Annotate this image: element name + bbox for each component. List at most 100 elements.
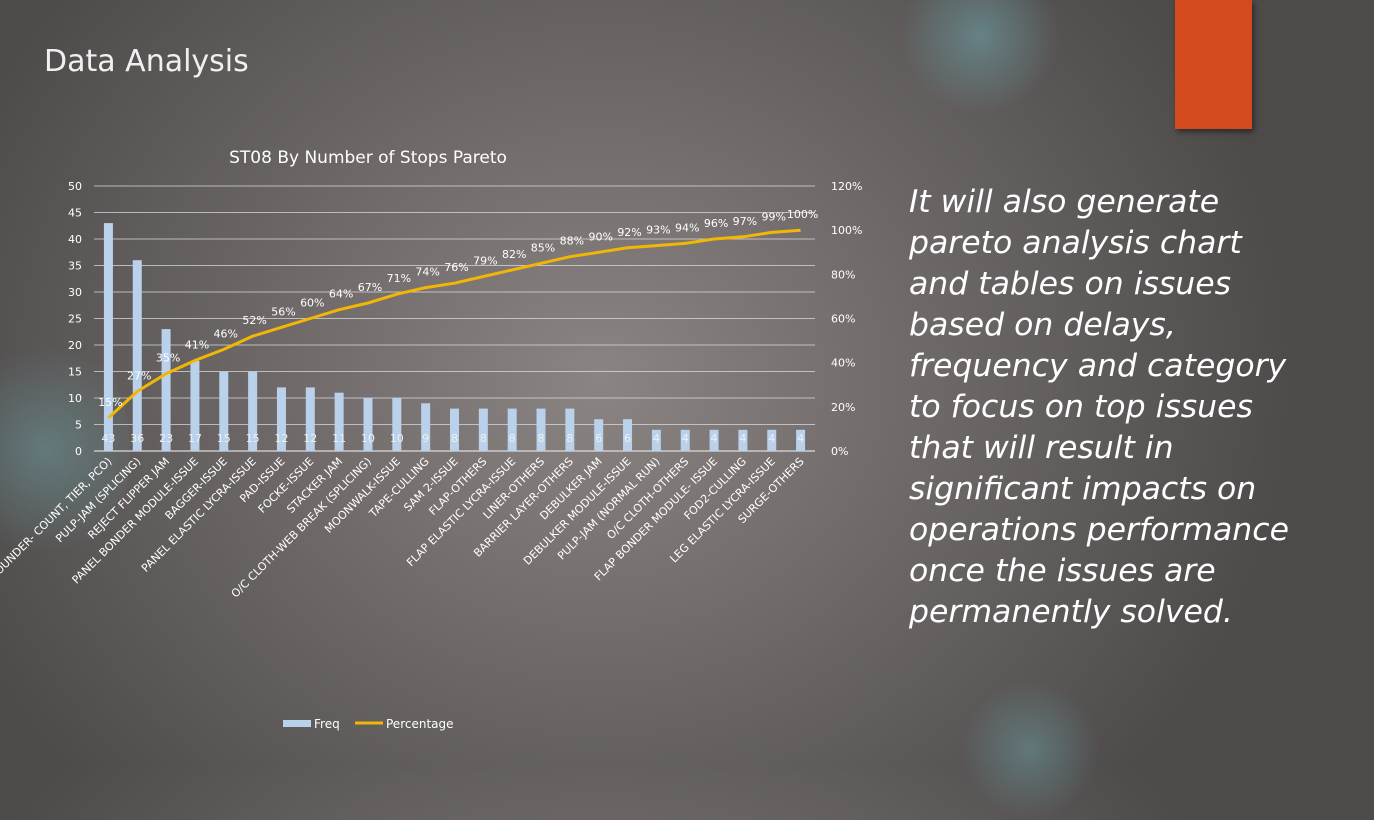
bar (132, 260, 142, 451)
left-tick-label: 10 (68, 392, 82, 405)
bar-value-label: 8 (566, 432, 573, 445)
bar (161, 329, 171, 451)
bar (594, 419, 604, 451)
bar-value-label: 10 (361, 432, 375, 445)
left-tick-label: 25 (68, 313, 82, 326)
line-value-label: 94% (675, 221, 699, 234)
line-value-label: 15% (98, 396, 122, 409)
left-tick-label: 45 (68, 207, 82, 220)
bar-value-label: 8 (538, 432, 545, 445)
bar-value-label: 17 (188, 432, 202, 445)
line-value-label: 82% (502, 248, 526, 261)
left-axis: 0 5 10 15 20 25 30 35 40 45 50 (68, 180, 82, 458)
bar-value-label: 10 (390, 432, 404, 445)
chart-title: ST08 By Number of Stops Pareto (229, 148, 507, 168)
bar (796, 429, 806, 451)
body-text: It will also generate pareto analysis ch… (909, 184, 1289, 630)
left-tick-label: 20 (68, 339, 82, 352)
right-tick-label: 80% (831, 268, 855, 281)
line-value-label: 76% (444, 261, 468, 274)
legend: Freq Percentage (283, 717, 454, 731)
bar (421, 403, 431, 451)
right-axis: 0% 20% 40% 60% 80% 100% 120% (831, 180, 862, 458)
line-value-label: 71% (387, 272, 411, 285)
bar (305, 387, 315, 451)
line-value-label: 93% (646, 224, 670, 237)
bar (680, 429, 690, 451)
bar-value-label: 4 (653, 432, 660, 445)
legend-freq-swatch (283, 720, 311, 727)
bar-value-label: 8 (480, 432, 487, 445)
bar (536, 408, 546, 451)
bar (276, 387, 286, 451)
line-value-label: 41% (185, 338, 209, 351)
line-value-label: 56% (271, 305, 295, 318)
bar (565, 408, 575, 451)
line-value-label: 67% (358, 281, 382, 294)
pareto-chart: ST08 By Number of Stops Pareto 0 5 10 15 20 2… (0, 148, 862, 731)
bar-value-label: 6 (624, 432, 631, 445)
bar-value-label: 9 (422, 432, 429, 445)
bars (103, 223, 806, 451)
bar (623, 419, 633, 451)
bar-value-label: 8 (509, 432, 516, 445)
category-labels: ROUNDER- COUNT, TIER, PCO)PULP-JAM (SPLI… (0, 455, 807, 600)
right-tick-label: 100% (831, 224, 862, 237)
bar (767, 429, 777, 451)
line-value-label: 99% (762, 210, 786, 223)
left-tick-label: 50 (68, 180, 82, 193)
left-tick-label: 15 (68, 366, 82, 379)
bar (190, 360, 200, 451)
bar (507, 408, 517, 451)
bar (709, 429, 719, 451)
line-value-label: 35% (156, 352, 180, 365)
line-value-label: 92% (617, 226, 641, 239)
bar-value-label: 8 (451, 432, 458, 445)
bar (478, 408, 488, 451)
bar (363, 398, 373, 451)
left-tick-label: 35 (68, 260, 82, 273)
bar-value-label: 43 (101, 432, 115, 445)
bar (651, 429, 661, 451)
bar (219, 371, 229, 451)
line-value-label: 74% (415, 266, 439, 279)
right-tick-label: 40% (831, 357, 855, 370)
bar (248, 371, 258, 451)
bar-value-label: 11 (332, 432, 346, 445)
line-labels: 15% 27% 35% 41% 46% 52% 56% 60% 64% 67% 71% 74% 76% 7… (98, 208, 818, 409)
bar-value-label: 12 (274, 432, 288, 445)
line-value-label: 97% (733, 215, 757, 228)
bar-value-label: 36 (130, 432, 144, 445)
bar-value-label: 4 (682, 432, 689, 445)
bar (450, 408, 459, 451)
line-value-label: 46% (214, 327, 238, 340)
left-tick-label: 5 (75, 419, 82, 432)
line-value-label: 100% (787, 208, 818, 221)
percentage-line (107, 228, 801, 420)
right-tick-label: 0% (831, 445, 848, 458)
line-value-label: 96% (704, 217, 728, 230)
right-tick-label: 120% (831, 180, 862, 193)
bar (738, 429, 748, 451)
bar-labels: 43 36 23 17 15 15 12 12 11 10 10 9 8 8 8 8 8 6 6 4 4 4 4 4 4 (101, 432, 804, 445)
line-value-label: 64% (329, 288, 353, 301)
slide-title: Data Analysis (44, 44, 249, 79)
line-value-label: 85% (531, 241, 555, 254)
bar-value-label: 15 (217, 432, 231, 445)
line-value-label: 90% (588, 230, 612, 243)
bar-value-label: 4 (768, 432, 775, 445)
bar-value-label: 15 (246, 432, 260, 445)
left-tick-label: 40 (68, 233, 82, 246)
line-value-label: 52% (242, 314, 266, 327)
line-value-label: 88% (560, 235, 584, 248)
bar-value-label: 23 (159, 432, 173, 445)
bar-value-label: 12 (303, 432, 317, 445)
right-tick-label: 20% (831, 401, 855, 414)
right-tick-label: 60% (831, 313, 855, 326)
legend-freq-label: Freq (314, 717, 340, 731)
line-value-label: 60% (300, 297, 324, 310)
bar-value-label: 6 (595, 432, 602, 445)
left-tick-label: 0 (75, 445, 82, 458)
bar-value-label: 4 (739, 432, 746, 445)
bar (334, 392, 344, 451)
